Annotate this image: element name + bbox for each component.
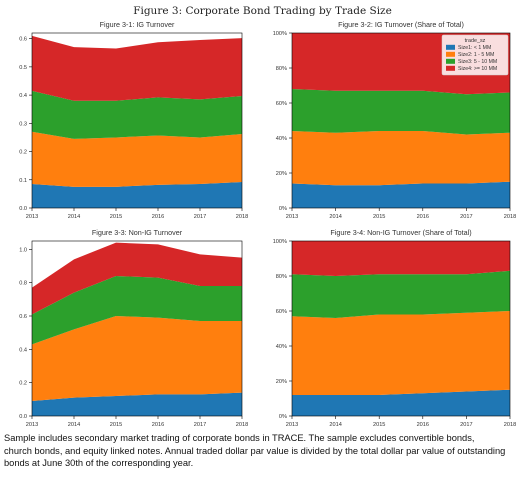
- legend-box: [441, 34, 509, 76]
- y-tick-label: 0.3: [19, 121, 27, 127]
- y-tick-label: 80%: [276, 274, 287, 280]
- plot-frame: [31, 240, 243, 417]
- x-tick-label: 2017: [194, 422, 206, 428]
- area-series-2: [292, 131, 510, 186]
- x-tick-label: 2015: [110, 214, 122, 220]
- area-series-3: [32, 276, 242, 345]
- area-series-4: [292, 241, 510, 276]
- y-tick-label: 0.6: [19, 314, 27, 320]
- y-tick-label: 0.4: [19, 93, 27, 99]
- x-tick-label: 2018: [236, 422, 248, 428]
- chart-svg-ig-turnover: Figure 3-1: IG Turnover 0.0 0.1 0.2 0.3 0.4 0.…: [19, 20, 248, 220]
- y-tick-label: 20%: [276, 379, 287, 385]
- x-tick-label: 2013: [26, 422, 38, 428]
- y-tick-label: 40%: [276, 344, 287, 350]
- area-series-3: [292, 270, 510, 318]
- figure-caption: Sample includes secondary market trading…: [4, 432, 519, 470]
- chart-svg-ig-share: Figure 3-2: IG Turnover (Share of Total)…: [273, 20, 517, 220]
- x-tick-label: 2017: [460, 214, 472, 220]
- legend-swatch: [446, 65, 455, 71]
- x-tick-label: 2016: [152, 422, 164, 428]
- x-tick-label: 2016: [417, 422, 429, 428]
- x-tick-label: 2014: [68, 422, 80, 428]
- y-tick-label: 0.0: [19, 414, 27, 420]
- chart-panel-ig-turnover: Figure 3-1: IG Turnover 0.0 0.1 0.2 0.3 0.4 0.…: [4, 17, 252, 222]
- chart-svg-nonig-turnover: Figure 3-3: Non-IG Turnover 0.0 0.2 0.4 0.6 0…: [19, 228, 248, 428]
- chart-title: Figure 3-2: IG Turnover (Share of Total): [338, 20, 464, 29]
- legend-label: Size4: >= 10 MM: [458, 66, 497, 72]
- plot-frame: [291, 240, 511, 417]
- y-tick-label: 60%: [276, 309, 287, 315]
- y-tick-label: 80%: [276, 66, 287, 72]
- legend-swatch: [446, 44, 455, 50]
- caption-line: bonds at June 30th of the corresponding …: [4, 458, 194, 468]
- area-series-3: [32, 90, 242, 139]
- y-tick-label: 0%: [279, 206, 287, 212]
- area-series-2: [32, 316, 242, 401]
- area-series-1: [32, 392, 242, 416]
- chart-title: Figure 3-3: Non-IG Turnover: [92, 228, 183, 237]
- area-series-2: [32, 131, 242, 187]
- chart-svg-nonig-share: Figure 3-4: Non-IG Turnover (Share of To…: [273, 228, 517, 428]
- area-series-1: [292, 181, 510, 208]
- x-tick-label: 2018: [504, 422, 516, 428]
- y-tick-label: 100%: [273, 239, 287, 245]
- area-series-3: [292, 89, 510, 135]
- y-tick-label: 0.1: [19, 178, 27, 184]
- x-tick-label: 2013: [286, 214, 298, 220]
- y-tick-label: 1.0: [19, 247, 27, 253]
- legend-swatch: [446, 58, 455, 64]
- chart-panel-nonig-share: Figure 3-4: Non-IG Turnover (Share of To…: [264, 225, 520, 430]
- x-tick-label: 2014: [329, 214, 341, 220]
- y-tick-label: 60%: [276, 101, 287, 107]
- chart-panel-nonig-turnover: Figure 3-3: Non-IG Turnover 0.0 0.2 0.4 0.6 0…: [4, 225, 252, 430]
- x-tick-label: 2015: [373, 422, 385, 428]
- legend-label: Size3: 5 - 10 MM: [458, 59, 497, 65]
- caption-line: Sample includes secondary market trading…: [4, 433, 475, 443]
- y-tick-label: 0.4: [19, 347, 27, 353]
- legend-label: Size2: 1 - 5 MM: [458, 52, 494, 58]
- y-tick-label: 0.0: [19, 206, 27, 212]
- y-tick-label: 0.8: [19, 281, 27, 287]
- plot-frame: [31, 32, 243, 209]
- legend-label: Size1: < 1 MM: [458, 45, 491, 51]
- x-tick-label: 2013: [286, 422, 298, 428]
- area-series-2: [292, 311, 510, 395]
- x-tick-label: 2018: [236, 214, 248, 220]
- y-tick-label: 0%: [279, 414, 287, 420]
- y-tick-label: 20%: [276, 171, 287, 177]
- area-series-1: [292, 389, 510, 416]
- figure-title: Figure 3: Corporate Bond Trading by Trad…: [133, 5, 392, 17]
- x-tick-label: 2014: [329, 422, 341, 428]
- x-tick-label: 2015: [110, 422, 122, 428]
- area-series-4: [32, 242, 242, 315]
- y-tick-label: 0.5: [19, 65, 27, 71]
- x-tick-label: 2013: [26, 214, 38, 220]
- x-tick-label: 2014: [68, 214, 80, 220]
- chart-title: Figure 3-1: IG Turnover: [100, 20, 175, 29]
- area-series-1: [32, 182, 242, 208]
- legend-title: trade_sz: [465, 38, 486, 44]
- x-tick-label: 2016: [417, 214, 429, 220]
- y-tick-label: 0.6: [19, 37, 27, 43]
- y-tick-label: 40%: [276, 136, 287, 142]
- plot-frame: [291, 32, 511, 209]
- x-tick-label: 2017: [460, 422, 472, 428]
- chart-panel-ig-share: Figure 3-2: IG Turnover (Share of Total)…: [264, 17, 520, 222]
- x-tick-label: 2016: [152, 214, 164, 220]
- y-tick-label: 100%: [273, 31, 287, 37]
- caption-line: church bonds, and equity linked notes. A…: [4, 445, 506, 456]
- chart-title: Figure 3-4: Non-IG Turnover (Share of To…: [330, 228, 471, 237]
- y-tick-label: 0.2: [19, 381, 27, 387]
- x-tick-label: 2015: [373, 214, 385, 220]
- y-tick-label: 0.2: [19, 150, 27, 156]
- legend-swatch: [446, 51, 455, 57]
- x-tick-label: 2018: [504, 214, 516, 220]
- area-series-4: [32, 35, 242, 101]
- x-tick-label: 2017: [194, 214, 206, 220]
